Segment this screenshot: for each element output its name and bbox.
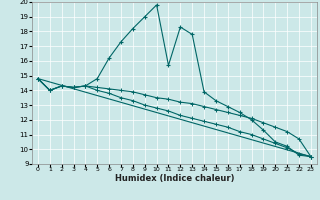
X-axis label: Humidex (Indice chaleur): Humidex (Indice chaleur) <box>115 174 234 183</box>
